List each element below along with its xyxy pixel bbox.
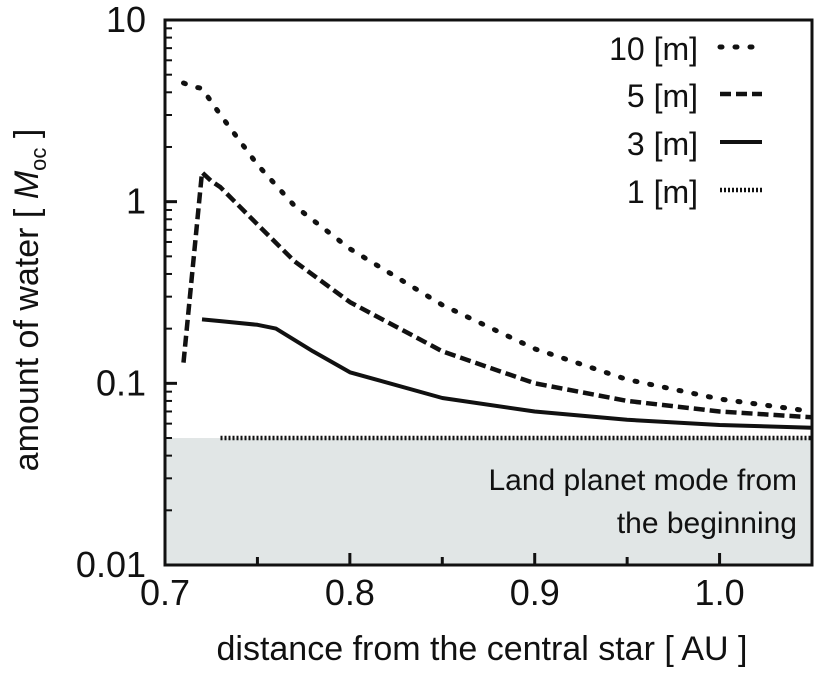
x-axis-title: distance from the central star [ AU ] xyxy=(216,630,747,668)
ticks-layer: 0.7 0.8 0.9 1.0 0.01 0.1 1 10 xyxy=(76,0,745,613)
y-tick-label: 10 xyxy=(106,0,146,40)
legend-label-3m: 3 [m] xyxy=(627,126,698,162)
legend: 10 [m] 5 [m] 3 [m] 1 [m] xyxy=(609,31,765,210)
shaded-region-label-line1: Land planet mode from xyxy=(488,464,797,497)
series-line-1 xyxy=(181,170,813,420)
y-axis-title-suffix: ] xyxy=(8,129,46,148)
legend-label-10m: 10 [m] xyxy=(609,31,698,67)
y-axis-title: amount of water [ Moc ] xyxy=(8,129,51,472)
x-tick-label: 0.8 xyxy=(325,572,375,613)
y-axis-title-subscript: oc xyxy=(26,148,51,171)
series-line-0 xyxy=(181,80,815,414)
y-tick-label: 0.01 xyxy=(76,544,146,585)
series-line-2 xyxy=(201,317,813,430)
legend-label-1m: 1 [m] xyxy=(627,174,698,210)
y-tick-label: 0.1 xyxy=(96,362,146,403)
y-tick-label: 1 xyxy=(126,181,146,222)
y-axis-title-prefix: amount of water [ xyxy=(8,199,46,471)
shaded-region xyxy=(165,438,812,565)
y-axis-title-symbol: M xyxy=(8,170,46,199)
x-tick-label: 0.9 xyxy=(510,572,560,613)
legend-label-5m: 5 [m] xyxy=(627,78,698,114)
x-tick-label: 0.7 xyxy=(140,572,190,613)
shaded-region-label-line2: the beginning xyxy=(617,507,797,540)
series-layer xyxy=(181,80,815,441)
x-tick-label: 1.0 xyxy=(695,572,745,613)
plot-frame xyxy=(163,18,814,567)
